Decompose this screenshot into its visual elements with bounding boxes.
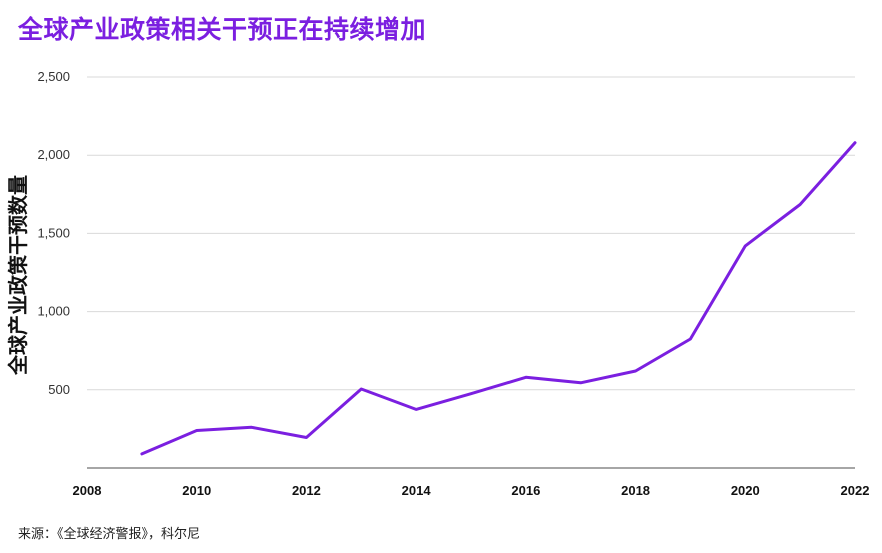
series-line <box>140 141 857 456</box>
x-tick-label: 2022 <box>841 483 870 498</box>
x-tick-label: 2018 <box>621 483 650 498</box>
y-tick-labels: 500 1,000 1,500 2,000 2,500 <box>37 69 70 397</box>
gridlines <box>87 76 855 391</box>
x-tick-label: 2008 <box>73 483 102 498</box>
x-tick-label: 2012 <box>292 483 321 498</box>
x-tick-label: 2010 <box>182 483 211 498</box>
x-tick-labels: 2008 2010 2012 2014 2016 2018 2020 2022 <box>73 483 870 498</box>
y-tick-label: 2,500 <box>37 69 70 84</box>
y-tick-label: 2,000 <box>37 147 70 162</box>
x-tick-label: 2016 <box>511 483 540 498</box>
chart-title: 全球产业政策相关干预正在持续增加 <box>18 15 427 44</box>
source-note: 来源：《全球经济警报》，科尔尼 <box>18 527 201 542</box>
x-tick-label: 2014 <box>402 483 432 498</box>
y-tick-label: 1,000 <box>37 304 70 319</box>
y-tick-label: 1,500 <box>37 225 70 240</box>
x-tick-label: 2020 <box>731 483 760 498</box>
y-tick-label: 500 <box>48 382 70 397</box>
series-group <box>140 141 857 456</box>
